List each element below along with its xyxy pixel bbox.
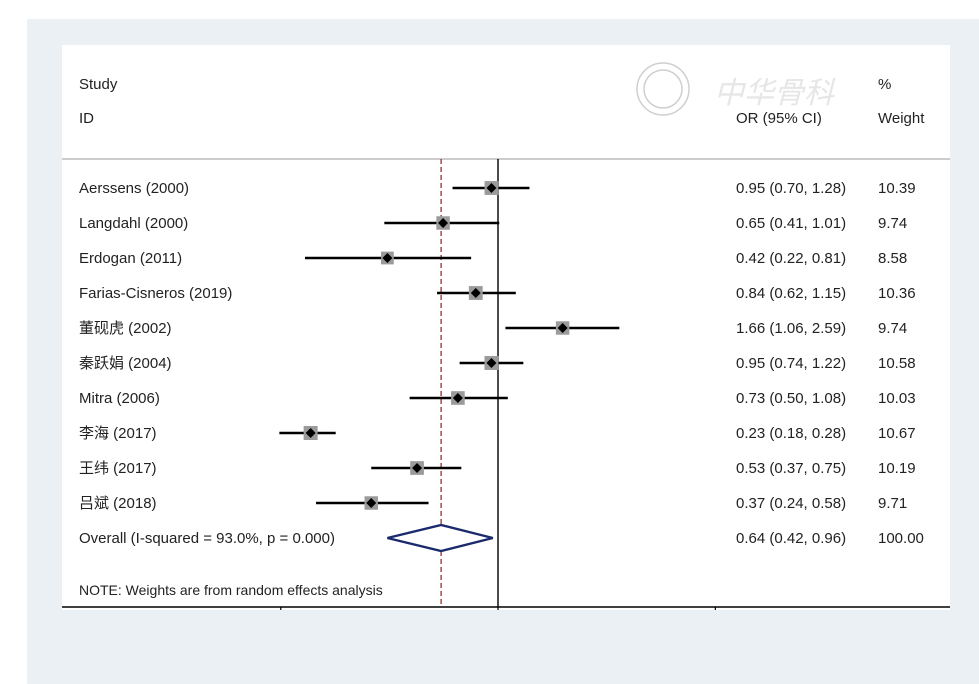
weight-value: 10.19 (878, 460, 916, 477)
or-ci-value: 0.73 (0.50, 1.08) (736, 390, 846, 407)
or-ci-value: 0.84 (0.62, 1.15) (736, 285, 846, 302)
plot-panel: 中华骨科 Study ID OR (95% CI) % Weight .1821… (62, 45, 950, 610)
study-row: Langdahl (2000) 0.65 (0.41, 1.01) 9.74 (79, 215, 907, 232)
forest-plot: 中华骨科 Study ID OR (95% CI) % Weight .1821… (62, 62, 950, 610)
study-rows: Aerssens (2000) 0.95 (0.70, 1.28) 10.39 Lan… (79, 180, 916, 512)
header-percent: % (878, 76, 891, 93)
study-row: 秦跃娟 (2004) 0.95 (0.74, 1.22) 10.58 (79, 355, 916, 372)
overall-row: Overall (I-squared = 93.0%, p = 0.000) 0.… (79, 523, 924, 553)
point-estimate-marker (412, 463, 423, 473)
weight-value: 10.03 (878, 390, 916, 407)
point-estimate-marker (486, 183, 497, 193)
weight-value: 10.39 (878, 180, 916, 197)
or-ci-value: 0.23 (0.18, 0.28) (736, 425, 846, 442)
x-axis-ticks: .18215.5 (280, 607, 716, 610)
point-estimate-marker (382, 253, 393, 263)
study-label: 李海 (2017) (79, 425, 157, 442)
weight-value: 9.71 (878, 495, 907, 512)
point-estimate-marker (438, 218, 449, 228)
point-estimate-marker (305, 428, 316, 438)
study-label: Farias-Cisneros (2019) (79, 285, 232, 302)
study-label: 吕斌 (2018) (79, 495, 157, 512)
or-ci-value: 0.95 (0.70, 1.28) (736, 180, 846, 197)
study-row: 王纬 (2017) 0.53 (0.37, 0.75) 10.19 (79, 460, 916, 477)
study-label: Mitra (2006) (79, 390, 160, 407)
overall-weight-value: 100.00 (878, 530, 924, 547)
overall-diamond (387, 523, 494, 553)
footer-note: NOTE: Weights are from random effects an… (79, 582, 383, 598)
or-ci-value: 0.53 (0.37, 0.75) (736, 460, 846, 477)
weight-value: 9.74 (878, 320, 907, 337)
weight-value: 10.58 (878, 355, 916, 372)
study-label: Erdogan (2011) (79, 250, 182, 267)
study-label: Langdahl (2000) (79, 215, 188, 232)
study-label: 秦跃娟 (2004) (79, 355, 172, 372)
weight-value: 10.36 (878, 285, 916, 302)
header-id: ID (79, 110, 94, 127)
or-ci-value: 0.65 (0.41, 1.01) (736, 215, 846, 232)
overall-label: Overall (I-squared = 93.0%, p = 0.000) (79, 530, 335, 547)
point-estimate-marker (557, 323, 568, 333)
study-row: Farias-Cisneros (2019) 0.84 (0.62, 1.15) 1… (79, 285, 916, 302)
study-label: 董砚虎 (2002) (79, 320, 172, 337)
point-estimate-marker (452, 393, 463, 403)
seal-inner-ring (643, 69, 683, 109)
study-row: 李海 (2017) 0.23 (0.18, 0.28) 10.67 (79, 425, 916, 442)
study-label: 王纬 (2017) (79, 460, 157, 477)
study-row: Aerssens (2000) 0.95 (0.70, 1.28) 10.39 (79, 180, 916, 197)
study-row: Erdogan (2011) 0.42 (0.22, 0.81) 8.58 (79, 250, 907, 267)
watermark: 中华骨科 (636, 62, 836, 116)
or-ci-value: 0.95 (0.74, 1.22) (736, 355, 846, 372)
seal-outer-ring (636, 62, 690, 116)
point-estimate-marker (470, 288, 481, 298)
overall-or-ci-value: 0.64 (0.42, 0.96) (736, 530, 846, 547)
weight-value: 10.67 (878, 425, 916, 442)
point-estimate-marker (366, 498, 377, 508)
weight-value: 8.58 (878, 250, 907, 267)
study-label: Aerssens (2000) (79, 180, 189, 197)
study-row: 董砚虎 (2002) 1.66 (1.06, 2.59) 9.74 (79, 320, 907, 337)
header-study: Study (79, 76, 118, 93)
point-estimate-marker (486, 358, 497, 368)
or-ci-value: 1.66 (1.06, 2.59) (736, 320, 846, 337)
header-or: OR (95% CI) (736, 110, 822, 127)
study-row: 吕斌 (2018) 0.37 (0.24, 0.58) 9.71 (79, 495, 907, 512)
or-ci-value: 0.37 (0.24, 0.58) (736, 495, 846, 512)
study-row: Mitra (2006) 0.73 (0.50, 1.08) 10.03 (79, 390, 916, 407)
or-ci-value: 0.42 (0.22, 0.81) (736, 250, 846, 267)
header-weight: Weight (878, 110, 925, 127)
watermark-text: 中华骨科 (714, 76, 836, 111)
weight-value: 9.74 (878, 215, 907, 232)
